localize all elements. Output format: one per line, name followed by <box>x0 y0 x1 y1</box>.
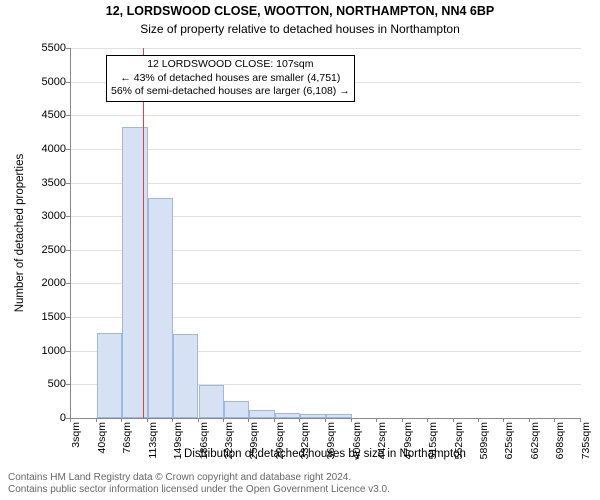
histogram-bar <box>326 414 352 418</box>
footer-text: Contains HM Land Registry data © Crown c… <box>8 472 390 496</box>
plot-area <box>70 48 581 419</box>
y-tick-label: 4000 <box>21 143 66 155</box>
y-tick-label: 5000 <box>21 76 66 88</box>
y-tick-label: 5500 <box>21 42 66 54</box>
annotation-box: 12 LORDSWOOD CLOSE: 107sqm ← 43% of deta… <box>106 55 355 102</box>
histogram-bar <box>224 401 249 418</box>
y-tick-label: 3500 <box>21 177 66 189</box>
footer-line2: Contains public sector information licen… <box>8 484 390 496</box>
x-axis-label: Distribution of detached houses by size … <box>70 448 580 460</box>
gridline <box>71 115 581 116</box>
y-tick-label: 0 <box>21 412 66 424</box>
histogram-bar <box>275 413 300 418</box>
y-tick-label: 1000 <box>21 345 66 357</box>
annotation-line1: 12 LORDSWOOD CLOSE: 107sqm <box>111 58 350 72</box>
y-axis-label: Number of detached properties <box>14 48 26 418</box>
histogram-bar <box>148 198 173 418</box>
chart-container: 12, LORDSWOOD CLOSE, WOOTTON, NORTHAMPTO… <box>0 0 600 500</box>
histogram-bar <box>249 410 275 418</box>
annotation-line2: ← 43% of detached houses are smaller (4,… <box>111 72 350 86</box>
footer-line1: Contains HM Land Registry data © Crown c… <box>8 472 390 484</box>
histogram-bar <box>173 334 199 418</box>
gridline <box>71 48 581 49</box>
y-tick-label: 500 <box>21 378 66 390</box>
histogram-bar <box>97 333 122 418</box>
x-tick-label: 735sqm <box>580 422 592 482</box>
histogram-bar <box>199 385 225 418</box>
annotation-line3: 56% of semi-detached houses are larger (… <box>111 85 350 99</box>
y-tick-label: 2000 <box>21 277 66 289</box>
histogram-bar <box>300 414 326 418</box>
y-tick-label: 1500 <box>21 311 66 323</box>
y-tick-label: 4500 <box>21 109 66 121</box>
y-tick-label: 3000 <box>21 210 66 222</box>
chart-title-main: 12, LORDSWOOD CLOSE, WOOTTON, NORTHAMPTO… <box>0 4 600 18</box>
y-tick-label: 2500 <box>21 244 66 256</box>
property-marker-line <box>143 48 144 418</box>
chart-title-sub: Size of property relative to detached ho… <box>0 22 600 36</box>
